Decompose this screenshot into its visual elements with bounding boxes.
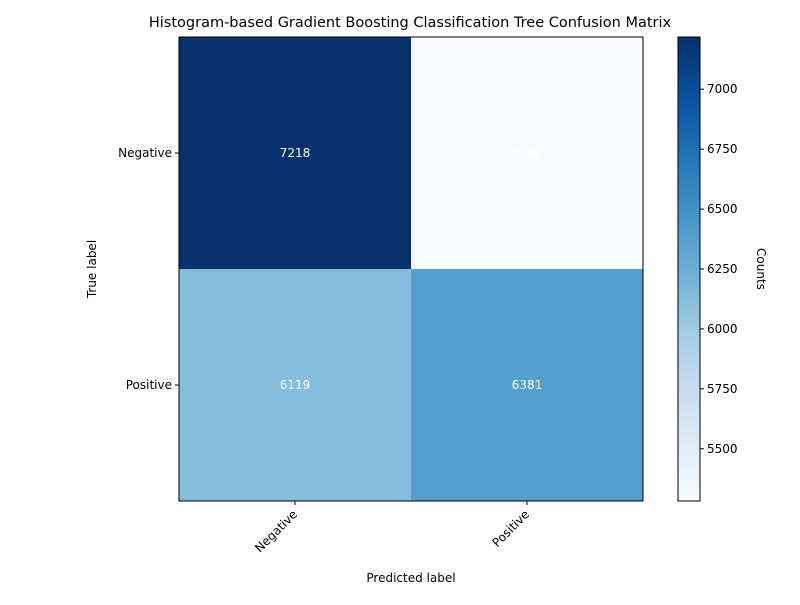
heatmap-cell: [179, 37, 411, 269]
cell-value-label: 5282: [512, 146, 543, 160]
y-tick-label: Positive: [126, 378, 172, 392]
heatmap-cell: [411, 37, 643, 269]
colorbar-tick-label: 6250: [707, 262, 738, 276]
y-tick-label: Negative: [118, 146, 172, 160]
colorbar-tick-label: 6000: [707, 322, 738, 336]
cell-value-label: 6119: [280, 378, 311, 392]
cell-value-label: 7218: [280, 146, 311, 160]
y-axis-label: True label: [85, 240, 99, 299]
matrix-frame: [178, 36, 644, 502]
x-axis-label: Predicted label: [366, 571, 455, 585]
colorbar-tick-label: 6500: [707, 202, 738, 216]
heatmap-cell: [411, 269, 643, 501]
x-tick-label: Positive: [490, 507, 533, 550]
colorbar-label: Counts: [754, 248, 768, 290]
heatmap-cell: [179, 269, 411, 501]
colorbar: [677, 36, 701, 502]
colorbar-tick-label: 5750: [707, 382, 738, 396]
chart-title: Histogram-based Gradient Boosting Classi…: [149, 15, 672, 31]
colorbar-tick-label: 7000: [707, 82, 738, 96]
cell-value-label: 6381: [512, 378, 543, 392]
colorbar-tick-label: 5500: [707, 442, 738, 456]
x-tick-label: Negative: [252, 507, 300, 555]
colorbar-tick-label: 6750: [707, 142, 738, 156]
